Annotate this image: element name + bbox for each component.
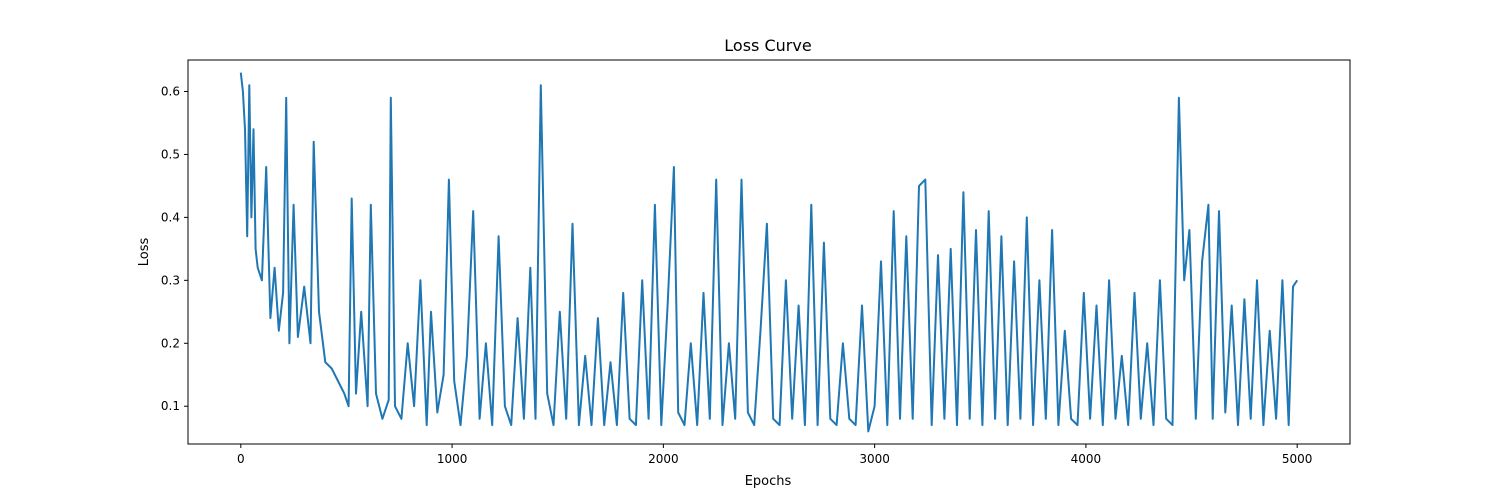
y-tick-label: 0.1 xyxy=(161,399,180,413)
x-axis: 0 1000 2000 3000 4000 5000 xyxy=(237,444,1312,466)
y-tick-label: 0.6 xyxy=(161,84,180,98)
x-tick-label: 5000 xyxy=(1282,452,1313,466)
x-tick-label: 2000 xyxy=(648,452,679,466)
y-tick-label: 0.2 xyxy=(161,336,180,350)
y-axis: 0.1 0.2 0.3 0.4 0.5 0.6 xyxy=(161,84,188,413)
x-tick-label: 3000 xyxy=(859,452,890,466)
x-tick-label: 1000 xyxy=(437,452,468,466)
y-tick-label: 0.4 xyxy=(161,210,180,224)
loss-series-line xyxy=(239,72,1299,433)
x-axis-label: Epochs xyxy=(745,474,792,489)
y-tick-label: 0.3 xyxy=(161,273,180,287)
series-layer xyxy=(239,72,1299,433)
chart-title: Loss Curve xyxy=(724,36,811,55)
y-axis-label: Loss xyxy=(137,238,152,267)
plot-area xyxy=(187,59,1351,445)
y-tick-label: 0.5 xyxy=(161,147,180,161)
x-tick-label: 0 xyxy=(237,452,245,466)
x-tick-label: 4000 xyxy=(1071,452,1102,466)
